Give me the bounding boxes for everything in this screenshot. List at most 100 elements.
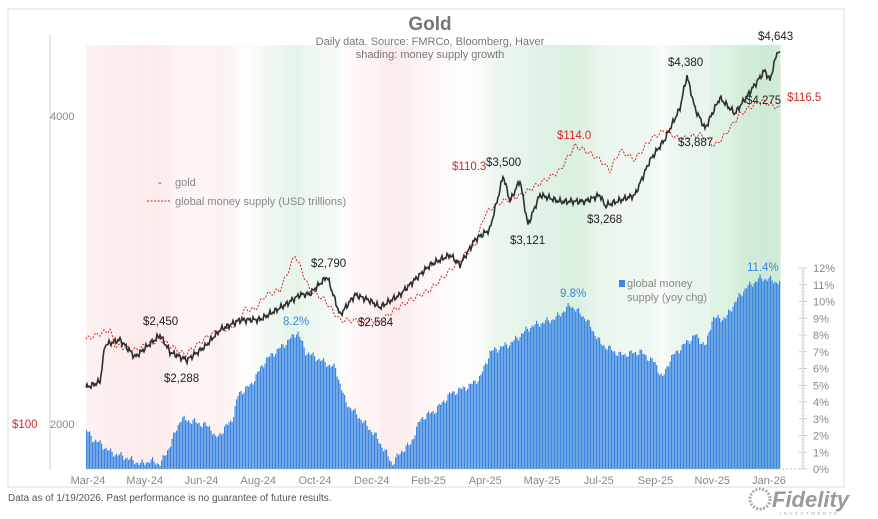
- shading-band: [713, 45, 715, 469]
- label-money-110-3: $110.3: [452, 161, 486, 173]
- shading-band: [491, 45, 493, 469]
- shading-band: [183, 45, 186, 469]
- money-growth-bar: [170, 446, 172, 469]
- shading-band: [372, 45, 375, 469]
- money-growth-bar: [524, 330, 526, 469]
- shading-band: [362, 45, 364, 469]
- chart-subtitle-1: Daily data. Source: FMRCo, Bloomberg, Ha…: [316, 36, 545, 48]
- money-growth-bar: [650, 357, 652, 469]
- money-growth-bar: [165, 455, 167, 469]
- money-growth-bar: [386, 449, 388, 469]
- money-growth-bar: [314, 356, 316, 469]
- shading-band: [249, 45, 252, 469]
- fidelity-logo-sub: INVESTMENTS: [780, 511, 840, 516]
- money-growth-bar: [372, 435, 374, 469]
- money-growth-bar: [284, 347, 286, 469]
- left-tick-2000: 2000: [50, 419, 74, 431]
- money-growth-bar: [255, 374, 257, 469]
- money-growth-bar: [582, 316, 584, 469]
- money-growth-bar: [423, 419, 425, 469]
- shading-band: [759, 45, 762, 469]
- shading-band: [210, 45, 213, 469]
- shading-band: [512, 45, 514, 469]
- shading-band: [563, 45, 565, 469]
- money-growth-bar: [605, 348, 607, 469]
- money-growth-bar: [189, 422, 191, 469]
- money-growth-bar: [107, 450, 109, 469]
- shading-band: [260, 45, 262, 469]
- shading-band: [236, 45, 238, 469]
- shading-band: [281, 45, 283, 469]
- shading-band: [564, 45, 567, 469]
- shading-band: [134, 45, 136, 469]
- right-tick-label: 4%: [813, 397, 829, 409]
- money-growth-bar: [230, 420, 232, 469]
- shading-band: [254, 45, 256, 469]
- money-growth-bar: [638, 354, 640, 469]
- money-growth-bar: [764, 279, 766, 469]
- money-growth-bar: [450, 393, 452, 469]
- right-tick-label: 9%: [813, 313, 829, 325]
- money-growth-bar: [546, 317, 548, 469]
- shading-band: [605, 45, 607, 469]
- money-growth-bar: [137, 462, 139, 469]
- money-growth-bar: [543, 323, 545, 469]
- money-growth-bars: [86, 274, 781, 469]
- right-tick-label: 6%: [813, 364, 829, 376]
- money-growth-bar: [683, 344, 685, 469]
- shading-band: [383, 45, 385, 469]
- shading-band: [387, 45, 390, 469]
- shading-band: [132, 45, 135, 469]
- money-growth-bar: [153, 461, 155, 469]
- money-growth-bar: [657, 372, 659, 469]
- money-growth-bar: [567, 302, 569, 469]
- money-growth-bar: [680, 350, 682, 469]
- money-growth-bar: [765, 279, 767, 469]
- shading-band: [329, 45, 331, 469]
- money-growth-bar: [515, 335, 517, 469]
- shading-band: [570, 45, 573, 469]
- money-growth-bar: [690, 340, 692, 469]
- shading-band: [288, 45, 291, 469]
- shading-band: [213, 45, 216, 469]
- label-gold-4380: $4,380: [668, 57, 703, 69]
- x-tick-label: May-25: [524, 475, 561, 487]
- chart-subtitle-2: shading: money supply growth: [356, 49, 505, 61]
- money-growth-bar: [327, 365, 329, 469]
- shading-band: [654, 45, 657, 469]
- money-growth-bar: [666, 366, 668, 469]
- money-growth-bar: [231, 422, 233, 469]
- shading-band: [92, 45, 94, 469]
- money-growth-bar: [585, 321, 587, 469]
- shading-band: [327, 45, 330, 469]
- shading-band: [743, 45, 745, 469]
- right-tick-label: 8%: [813, 330, 829, 342]
- money-growth-bar: [575, 311, 577, 469]
- shading-band: [278, 45, 280, 469]
- shading-band: [725, 45, 727, 469]
- shading-band: [632, 45, 634, 469]
- shading-band: [489, 45, 492, 469]
- shading-band: [336, 45, 339, 469]
- shading-band: [356, 45, 358, 469]
- money-growth-bar: [113, 456, 115, 469]
- money-growth-bar: [254, 381, 256, 469]
- shading-band: [735, 45, 738, 469]
- shading-band: [650, 45, 652, 469]
- shading-band: [218, 45, 220, 469]
- shading-band: [531, 45, 534, 469]
- shading-band: [164, 45, 166, 469]
- shading-band: [225, 45, 228, 469]
- shading-band: [455, 45, 457, 469]
- chart-title: Gold: [408, 14, 451, 35]
- shading-band: [216, 45, 219, 469]
- shading-band: [485, 45, 487, 469]
- money-growth-bar: [719, 317, 721, 469]
- shading-band: [176, 45, 178, 469]
- money-growth-bar: [474, 380, 476, 469]
- money-growth-bar: [228, 422, 230, 469]
- money-growth-bar: [357, 418, 359, 469]
- money-growth-bar: [324, 362, 326, 469]
- money-growth-bar: [726, 314, 728, 469]
- money-growth-bar: [347, 407, 349, 469]
